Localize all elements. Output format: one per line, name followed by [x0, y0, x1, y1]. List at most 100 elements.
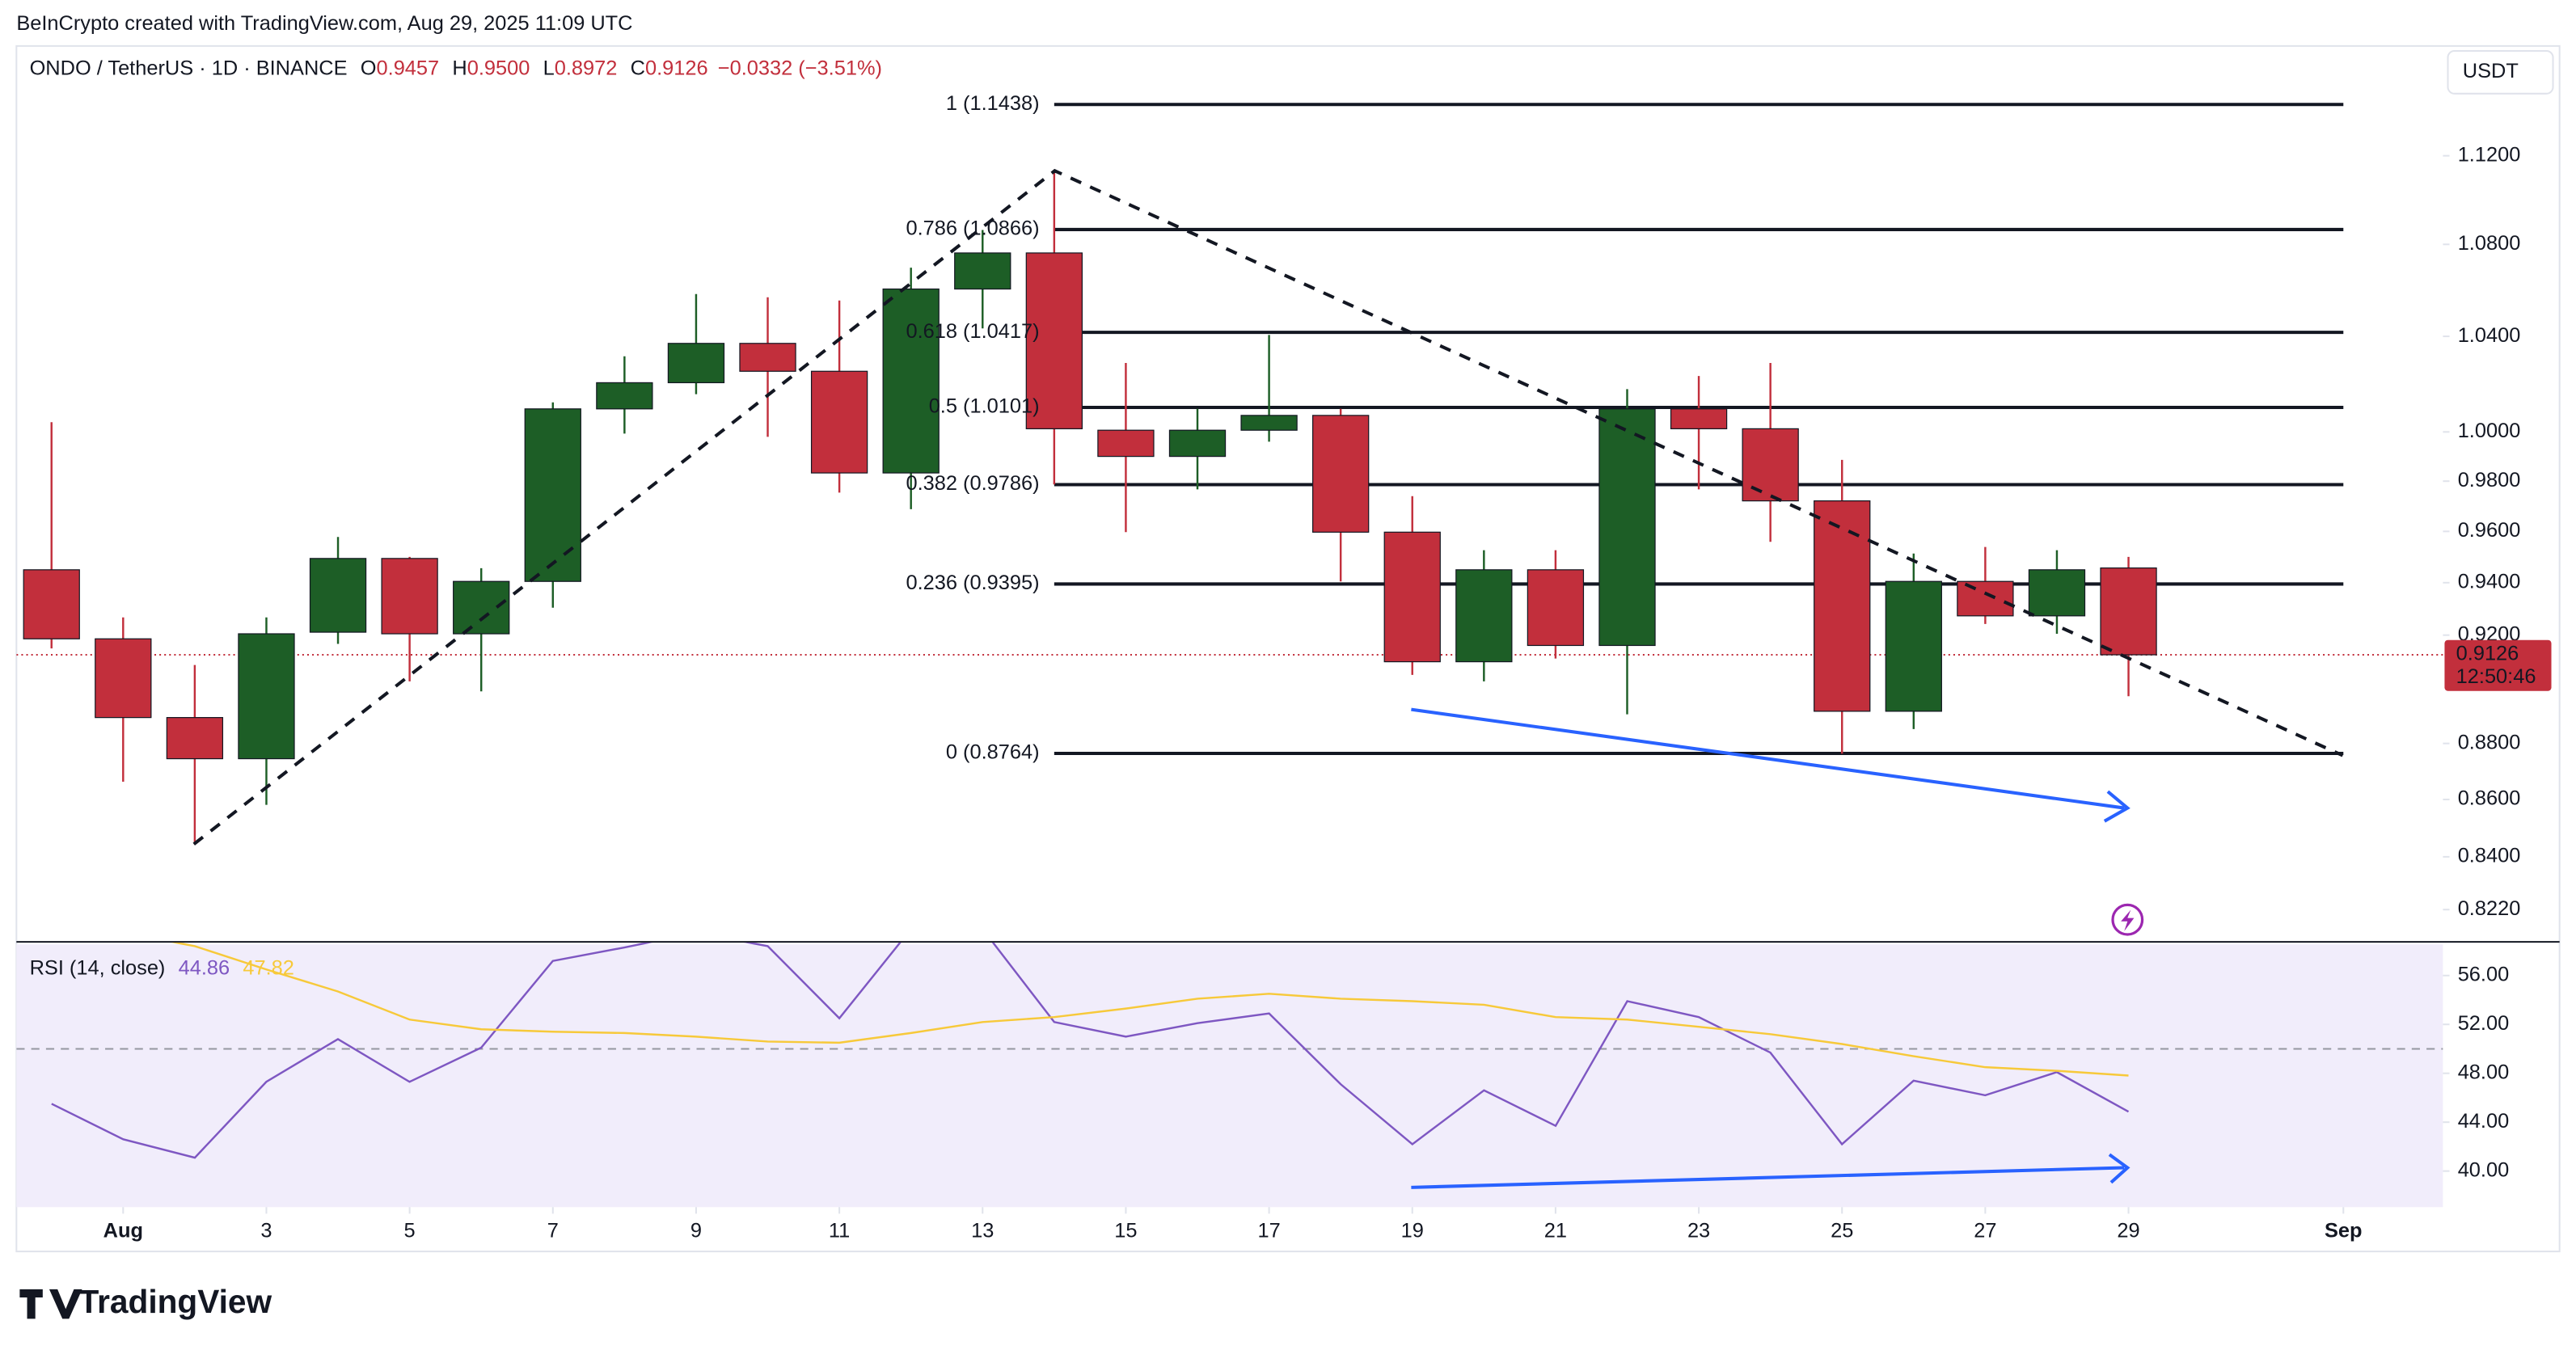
x-tick-label: 19	[1401, 1219, 1424, 1242]
trend-line	[192, 168, 2344, 846]
y-tick-label: 44.00	[2458, 1110, 2510, 1133]
y-tick-label: 1.0000	[2458, 420, 2521, 442]
candle-body	[2100, 567, 2157, 656]
candle-body	[1455, 569, 1513, 663]
ohlc-key: L	[543, 57, 555, 79]
price-tag-value: 0.9126	[2456, 643, 2519, 665]
ohlc-value: 0.9500	[467, 57, 530, 79]
candle-body	[1312, 415, 1370, 533]
rsi-pane	[16, 943, 2443, 1159]
candle-body	[1383, 531, 1441, 663]
frame	[15, 44, 2561, 1253]
candle-body	[95, 638, 152, 719]
fib-label: 0.786 (1.0866)	[906, 217, 1039, 240]
x-tick-label: 29	[2117, 1219, 2139, 1242]
candle-body	[1527, 569, 1585, 647]
change: −0.0332 (−3.51%)	[718, 57, 882, 79]
y-tick-label: 0.9400	[2458, 571, 2521, 593]
candle-body	[739, 343, 796, 372]
divergence-arrow	[1411, 707, 2125, 810]
ohlc-key: O	[361, 57, 377, 79]
x-tick-label: Sep	[2325, 1219, 2363, 1242]
attribution: BeInCrypto created with TradingView.com,…	[16, 12, 632, 35]
ohlc-value: 0.9457	[377, 57, 440, 79]
currency-box[interactable]	[2447, 49, 2554, 95]
axes: 1.1200 1.0800 1.0400 1.0000 0.9800 0.9600 0.94…	[103, 143, 2552, 1242]
ohlc-key: H	[452, 57, 467, 79]
x-tick-label: 17	[1257, 1219, 1280, 1242]
rsi-title: RSI (14, close)	[30, 956, 166, 979]
y-tick-label: 0.9800	[2458, 469, 2521, 491]
divergence-arrow	[1411, 1166, 2125, 1189]
y-tick-label: 56.00	[2458, 963, 2510, 985]
y-tick-label: 0.8600	[2458, 787, 2521, 810]
candle-body	[596, 382, 653, 410]
price-tag	[2444, 639, 2552, 691]
candle-body	[1097, 429, 1155, 458]
candle-body	[1742, 428, 1799, 502]
currency: USDT	[2463, 60, 2519, 82]
y-tick-label: 1.1200	[2458, 143, 2521, 166]
fib-label: 0.618 (1.0417)	[906, 320, 1039, 343]
candle-body	[524, 408, 581, 582]
arrow-head	[2103, 790, 2130, 823]
x-tick-label: 27	[1974, 1219, 1996, 1242]
candle-body	[810, 370, 868, 474]
candle-body	[1240, 415, 1298, 431]
legend-header: ONDO / TetherUS · 1D · BINANCE O0.9457 H0.…	[30, 57, 882, 79]
fib-label: 1 (1.1438)	[946, 92, 1040, 115]
event-bolt	[2121, 909, 2135, 931]
x-tick-label: 15	[1114, 1219, 1137, 1242]
ohlc-value: 0.8972	[555, 57, 618, 79]
candle-body	[23, 569, 80, 639]
candle-body	[667, 343, 725, 384]
rsi-line	[51, 943, 2130, 1159]
x-tick-label: 23	[1687, 1219, 1710, 1242]
candle-body	[166, 717, 224, 760]
y-tick-label: 48.00	[2458, 1061, 2510, 1083]
candle-body	[1168, 429, 1227, 458]
price-pane	[16, 103, 2443, 845]
y-tick-label: 40.00	[2458, 1158, 2510, 1181]
candle-body	[1598, 408, 1656, 647]
candle-body	[238, 633, 295, 760]
x-tick-label: 3	[260, 1219, 272, 1242]
candle-body	[1670, 408, 1728, 429]
candle-body	[1957, 580, 2014, 617]
y-tick-label: 0.9600	[2458, 519, 2521, 542]
arrow-head	[2108, 1153, 2130, 1184]
candle-body	[1025, 252, 1083, 429]
candle-body	[309, 558, 367, 633]
y-tick-label: 0.8800	[2458, 731, 2521, 753]
ohlc-key: C	[631, 57, 645, 79]
x-tick-label: 9	[690, 1219, 702, 1242]
y-tick-label: 1.0800	[2458, 232, 2521, 255]
candle-body	[1885, 580, 1942, 712]
candle-body	[2028, 569, 2086, 617]
fib-label: 0.236 (0.9395)	[906, 572, 1039, 594]
y-tick-label: 0.8400	[2458, 845, 2521, 867]
rsi-legend: RSI (14, close) 44.86 47.82	[30, 956, 294, 979]
x-tick-label: Aug	[103, 1219, 143, 1242]
logo-text: TradingView	[79, 1283, 272, 1320]
ohlc-value: 0.9126	[645, 57, 708, 79]
candle-body	[453, 580, 510, 635]
candle-body	[882, 288, 940, 474]
x-tick-label: 25	[1831, 1219, 1853, 1242]
drawings: 1 (1.1438) 0.786 (1.0866) 0.618 (1.0417) 0.…	[192, 92, 2344, 1189]
x-tick-label: 7	[547, 1219, 559, 1242]
rsi-line	[171, 943, 2129, 1077]
candle-body	[1814, 500, 1871, 712]
footer: TradingView	[19, 1283, 272, 1320]
rsi-value: 44.86	[179, 956, 230, 979]
symbol: ONDO / TetherUS · 1D · BINANCE	[30, 57, 348, 79]
x-tick-label: 13	[971, 1219, 994, 1242]
y-tick-label: 0.8220	[2458, 897, 2521, 920]
fib-label: 0.382 (0.9786)	[906, 472, 1039, 495]
x-tick-label: 21	[1544, 1219, 1567, 1242]
fib-label: 0 (0.8764)	[946, 741, 1040, 764]
candle-body	[381, 558, 438, 635]
x-tick-label: 5	[404, 1219, 416, 1242]
candle-body	[954, 252, 1011, 290]
